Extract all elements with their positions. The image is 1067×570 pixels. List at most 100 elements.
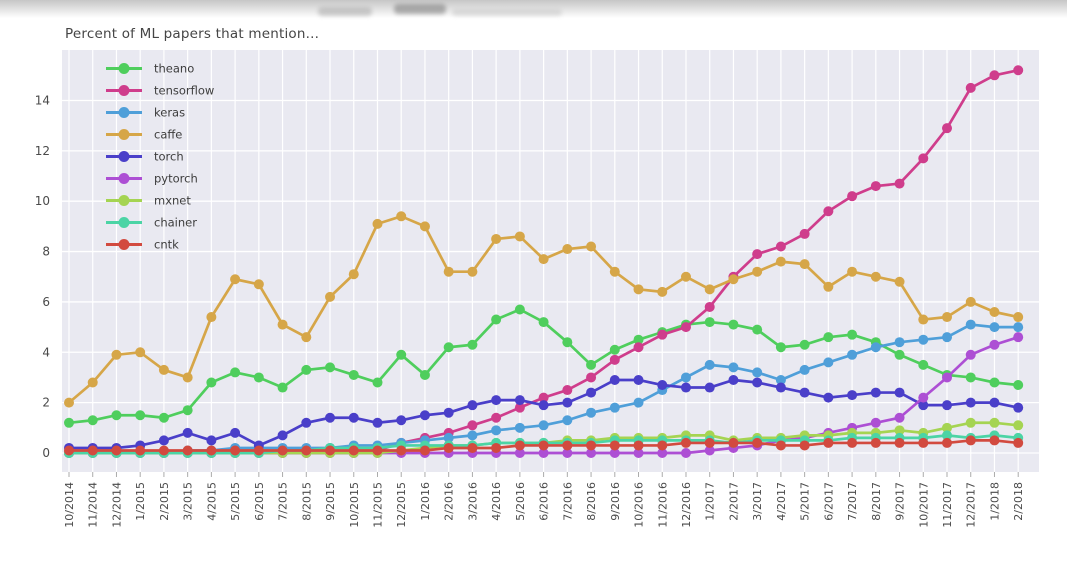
data-point-cntk bbox=[206, 445, 217, 456]
data-point-caffe bbox=[538, 254, 549, 265]
data-point-keras bbox=[514, 422, 525, 433]
x-tick-label: 4/2015 bbox=[205, 482, 218, 521]
data-point-pytorch bbox=[704, 445, 715, 456]
data-point-theano bbox=[823, 332, 834, 343]
data-point-caffe bbox=[253, 279, 264, 290]
data-point-cntk bbox=[609, 440, 620, 451]
data-point-torch bbox=[396, 415, 407, 426]
data-point-keras bbox=[443, 432, 454, 443]
data-point-keras bbox=[586, 407, 597, 418]
data-point-torch bbox=[467, 400, 478, 411]
data-point-theano bbox=[586, 359, 597, 370]
data-point-mxnet bbox=[1013, 420, 1024, 431]
data-point-torch bbox=[989, 397, 1000, 408]
data-point-caffe bbox=[823, 281, 834, 292]
data-point-cntk bbox=[491, 442, 502, 453]
data-point-caffe bbox=[562, 244, 573, 255]
data-point-keras bbox=[823, 357, 834, 368]
data-point-mxnet bbox=[965, 417, 976, 428]
x-tick-label: 5/2015 bbox=[229, 482, 242, 521]
x-tick-label: 5/2017 bbox=[799, 482, 812, 521]
legend-marker-dot bbox=[118, 63, 130, 74]
data-point-caffe bbox=[396, 211, 407, 222]
data-point-theano bbox=[1013, 380, 1024, 391]
data-point-caffe bbox=[799, 259, 810, 270]
chart-title: Percent of ML papers that mention... bbox=[65, 26, 320, 42]
data-point-caffe bbox=[942, 312, 953, 323]
x-tick-label: 12/2016 bbox=[680, 482, 693, 528]
x-tick-label: 10/2014 bbox=[63, 482, 76, 528]
data-point-cntk bbox=[301, 445, 312, 456]
x-tick-label: 6/2017 bbox=[822, 482, 835, 521]
data-point-caffe bbox=[728, 274, 739, 285]
legend-label-mxnet: mxnet bbox=[154, 194, 191, 208]
data-point-cntk bbox=[847, 437, 858, 448]
data-point-pytorch bbox=[870, 417, 881, 428]
data-point-keras bbox=[847, 349, 858, 360]
x-tick-label: 12/2017 bbox=[965, 482, 978, 528]
data-point-tensorflow bbox=[1013, 65, 1024, 76]
data-point-caffe bbox=[182, 372, 193, 383]
x-tick-label: 7/2015 bbox=[277, 482, 290, 521]
data-point-theano bbox=[562, 337, 573, 348]
data-point-theano bbox=[230, 367, 241, 378]
data-point-theano bbox=[514, 304, 525, 315]
data-point-cntk bbox=[182, 445, 193, 456]
y-tick-label: 2 bbox=[42, 396, 50, 410]
legend-marker-dot bbox=[118, 107, 130, 118]
x-tick-label: 12/2014 bbox=[110, 482, 123, 528]
data-point-tensorflow bbox=[467, 420, 478, 431]
legend-label-caffe: caffe bbox=[154, 128, 182, 142]
data-point-cntk bbox=[704, 437, 715, 448]
data-point-cntk bbox=[538, 440, 549, 451]
data-point-torch bbox=[514, 395, 525, 406]
data-point-caffe bbox=[491, 233, 502, 244]
data-point-pytorch bbox=[586, 448, 597, 458]
data-point-torch bbox=[562, 397, 573, 408]
data-point-cntk bbox=[728, 437, 739, 448]
data-point-torch bbox=[870, 387, 881, 398]
x-tick-label: 3/2016 bbox=[466, 482, 479, 521]
data-point-cntk bbox=[918, 437, 929, 448]
data-point-torch bbox=[419, 410, 430, 421]
x-tick-label: 7/2017 bbox=[846, 482, 859, 521]
data-point-caffe bbox=[918, 314, 929, 325]
data-point-torch bbox=[372, 417, 383, 428]
data-point-cntk bbox=[158, 445, 169, 456]
legend-label-theano: theano bbox=[154, 62, 194, 76]
data-point-torch bbox=[823, 392, 834, 403]
data-point-cntk bbox=[325, 445, 336, 456]
y-tick-label: 12 bbox=[35, 144, 50, 158]
data-point-caffe bbox=[419, 221, 430, 232]
data-point-theano bbox=[206, 377, 217, 388]
data-point-caffe bbox=[965, 296, 976, 307]
plot-background bbox=[62, 50, 1039, 472]
data-point-theano bbox=[728, 319, 739, 330]
data-point-caffe bbox=[87, 377, 98, 388]
data-point-caffe bbox=[443, 266, 454, 277]
data-point-tensorflow bbox=[680, 322, 691, 333]
data-point-caffe bbox=[775, 256, 786, 267]
data-point-keras bbox=[965, 319, 976, 330]
data-point-caffe bbox=[64, 397, 74, 408]
data-point-keras bbox=[491, 425, 502, 436]
x-tick-label: 1/2018 bbox=[988, 482, 1001, 521]
data-point-keras bbox=[538, 420, 549, 431]
data-point-torch bbox=[325, 412, 336, 423]
data-point-torch bbox=[799, 387, 810, 398]
x-tick-label: 11/2016 bbox=[656, 482, 669, 528]
data-point-caffe bbox=[704, 284, 715, 295]
data-point-cntk bbox=[348, 445, 359, 456]
data-point-tensorflow bbox=[752, 249, 763, 260]
data-point-tensorflow bbox=[847, 191, 858, 202]
data-point-tensorflow bbox=[870, 181, 881, 192]
data-point-keras bbox=[467, 430, 478, 441]
legend-label-pytorch: pytorch bbox=[154, 172, 198, 186]
x-tick-label: 12/2015 bbox=[395, 482, 408, 528]
x-tick-label: 3/2017 bbox=[751, 482, 764, 521]
x-tick-label: 8/2015 bbox=[300, 482, 313, 521]
data-point-tensorflow bbox=[965, 82, 976, 93]
x-tick-label: 6/2016 bbox=[538, 482, 551, 521]
data-point-caffe bbox=[325, 291, 336, 302]
data-point-theano bbox=[443, 342, 454, 353]
